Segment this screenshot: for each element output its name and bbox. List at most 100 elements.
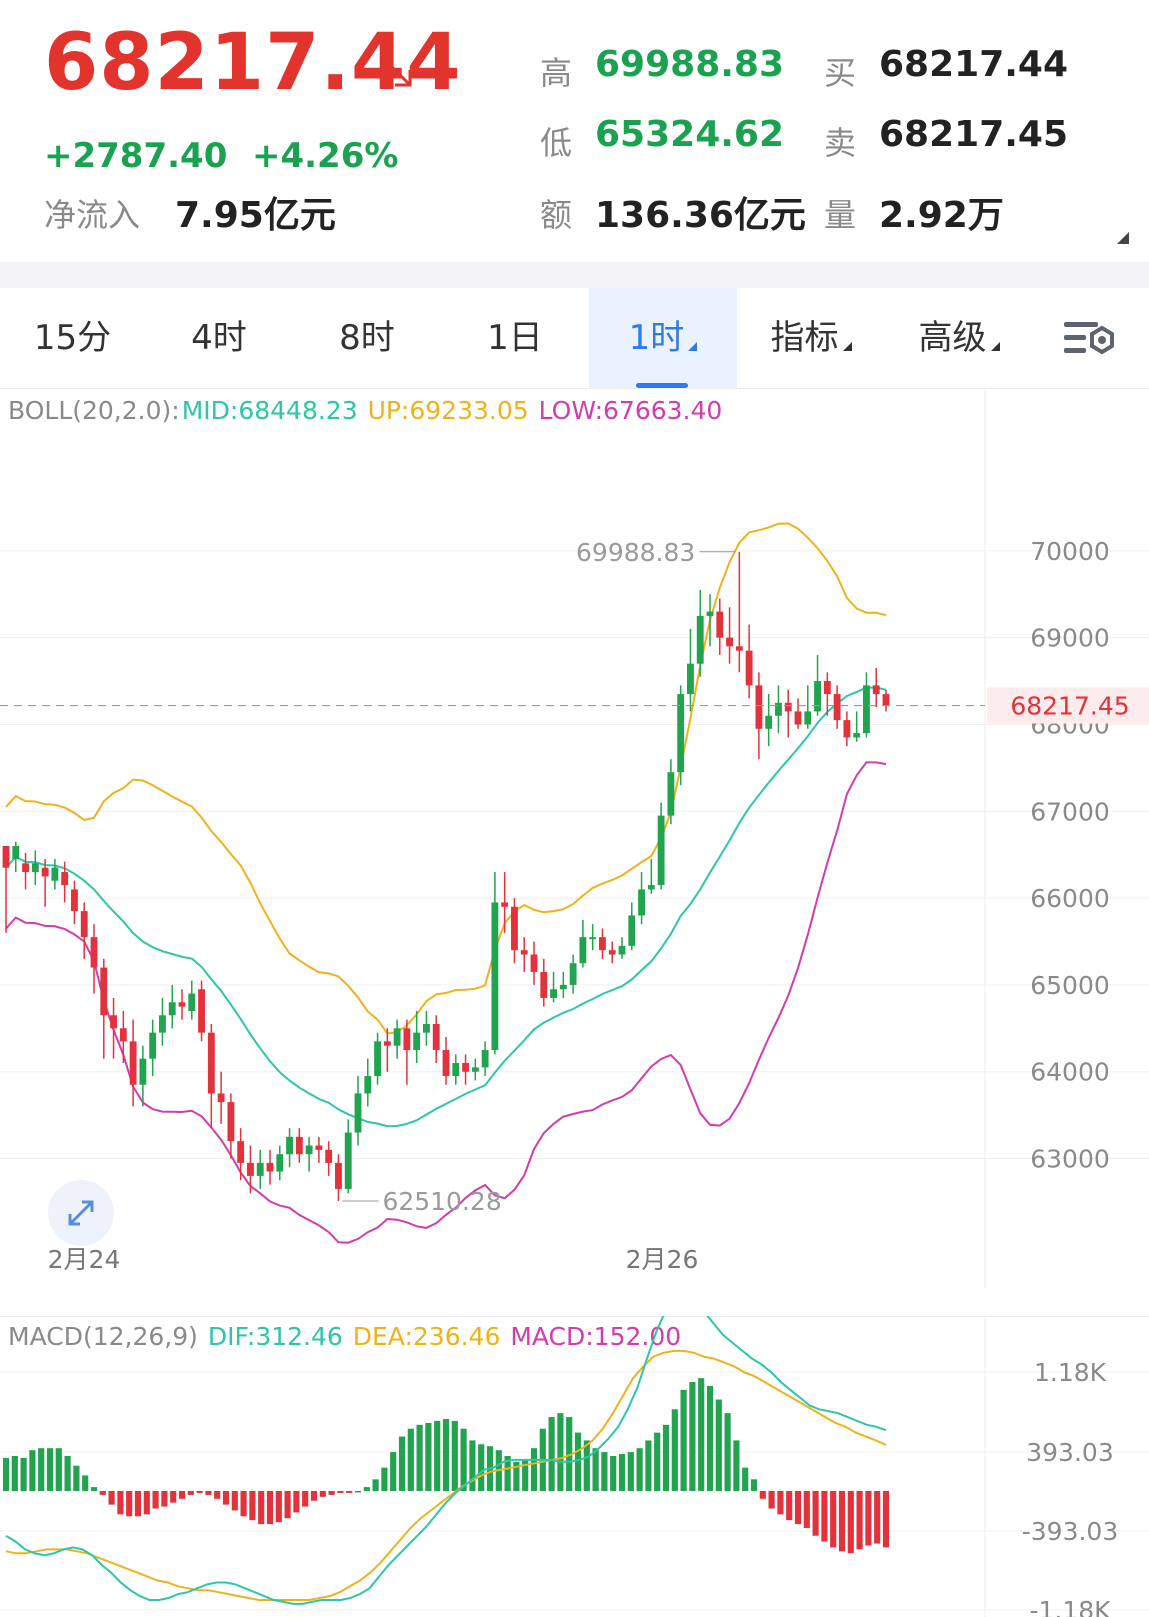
- candle-body: [775, 702, 782, 716]
- tab-8h[interactable]: 8时: [293, 288, 441, 388]
- macd-bar: [680, 1389, 687, 1491]
- chart-settings-icon[interactable]: [1062, 318, 1118, 362]
- y-tick-label: 393.03: [1026, 1438, 1113, 1467]
- macd-bar: [689, 1382, 696, 1491]
- tab-1d[interactable]: 1日: [441, 288, 589, 388]
- macd-bar: [583, 1440, 590, 1491]
- boll-upper-line: [5, 522, 887, 1035]
- candle-body: [178, 1002, 186, 1007]
- macd-bar: [874, 1491, 881, 1544]
- stat-value-low: 65324.62: [595, 114, 785, 155]
- candle-body: [100, 967, 108, 1016]
- macd-bar: [698, 1378, 705, 1491]
- candle-body: [31, 863, 39, 873]
- macd-bar: [530, 1448, 538, 1491]
- candle-body: [325, 1149, 333, 1163]
- arrow-down-icon: [387, 62, 412, 87]
- candle-body: [139, 1058, 147, 1085]
- candle-body: [393, 1028, 401, 1046]
- stat-label-turnover: 额: [540, 196, 573, 234]
- macd-bar: [73, 1465, 80, 1491]
- macd-bar: [11, 1455, 18, 1491]
- candle-body: [80, 911, 88, 938]
- period-tabs: 15分 4时 8时 1日 1时 指标 高级: [0, 288, 1149, 388]
- macd-bar: [20, 1457, 27, 1491]
- candle-body: [217, 1093, 225, 1103]
- candle-body: [423, 1023, 430, 1033]
- candle-body: [579, 937, 587, 964]
- candle-body: [354, 1093, 362, 1133]
- price-chart[interactable]: 7000069000680006700066000650006400063000…: [0, 388, 1149, 1288]
- candle-body: [383, 1041, 391, 1046]
- macd-bar: [381, 1467, 388, 1491]
- candle-body: [119, 1028, 127, 1042]
- chart-divider: [0, 1316, 1149, 1317]
- stat-value-high: 69988.83: [595, 44, 785, 85]
- macd-bar: [803, 1491, 810, 1528]
- macd-bar: [882, 1491, 890, 1548]
- candle-body: [599, 937, 606, 951]
- tab-indicators[interactable]: 指标: [737, 288, 885, 388]
- boll-mid-line: [5, 686, 887, 1128]
- macd-bar: [108, 1491, 115, 1505]
- current-price-tag: [987, 687, 1149, 724]
- x-tick-label: 2月26: [626, 1245, 699, 1274]
- candle-body: [22, 863, 29, 873]
- macd-bar: [557, 1413, 564, 1491]
- macd-bar: [266, 1491, 274, 1525]
- candle-body: [295, 1136, 303, 1155]
- macd-bar: [187, 1491, 194, 1495]
- y-tick-label: 70000: [1030, 537, 1110, 566]
- macd-bar: [768, 1491, 775, 1509]
- macd-dif: DIF:312.46: [207, 1322, 343, 1351]
- candle-body: [188, 993, 196, 1011]
- max-price-label: 69988.83: [576, 538, 695, 567]
- macd-bar: [451, 1420, 458, 1491]
- tab-label: 4时: [191, 318, 247, 358]
- macd-bar: [293, 1491, 300, 1513]
- fullscreen-button[interactable]: [48, 1180, 114, 1246]
- candle-body: [2, 846, 10, 868]
- boll-low: LOW:67663.40: [538, 396, 723, 425]
- macd-bar: [566, 1417, 573, 1491]
- candle-body: [667, 772, 675, 816]
- net-inflow-value: 7.95亿元: [175, 195, 336, 236]
- macd-bar: [82, 1475, 89, 1491]
- macd-dea: DEA:236.46: [352, 1322, 501, 1351]
- candle-body: [168, 1002, 176, 1016]
- macd-bar: [29, 1450, 36, 1491]
- quote-header: 68217.44 +2787.40 +4.26% 净流入 7.95亿元 高 69…: [0, 0, 1149, 262]
- active-tab-indicator: [636, 383, 688, 388]
- macd-bar: [354, 1491, 362, 1493]
- candle-body: [501, 902, 509, 907]
- candle-body: [735, 646, 743, 651]
- tab-15m[interactable]: 15分: [0, 288, 145, 388]
- y-tick-label: 65000: [1030, 971, 1110, 1000]
- candle-body: [266, 1162, 274, 1172]
- candle-body: [726, 637, 733, 647]
- macd-bar: [337, 1491, 344, 1493]
- macd-bar: [310, 1491, 318, 1501]
- macd-bar: [249, 1491, 256, 1521]
- stat-value-ask: 68217.45: [879, 114, 1069, 155]
- macd-bar: [786, 1491, 793, 1521]
- expand-icon: [68, 1200, 94, 1226]
- macd-bar: [152, 1491, 159, 1509]
- candle-body: [276, 1154, 284, 1172]
- candle-body: [129, 1041, 137, 1085]
- macd-chart[interactable]: 1.18K 393.03 -393.03 -1.18K: [0, 1316, 1149, 1617]
- y-tick-label: 69000: [1030, 624, 1110, 653]
- expand-corner-icon[interactable]: [1117, 232, 1129, 244]
- candle-body: [403, 1028, 411, 1051]
- macd-bar: [706, 1385, 714, 1491]
- tab-1h[interactable]: 1时: [589, 288, 737, 388]
- tab-advanced[interactable]: 高级: [885, 288, 1033, 388]
- caret-icon: [990, 342, 1000, 351]
- stat-value-turnover: 136.36亿元: [595, 195, 806, 236]
- candle-body: [247, 1162, 254, 1176]
- macd-bar: [618, 1454, 626, 1491]
- macd-bar: [662, 1424, 670, 1491]
- tab-4h[interactable]: 4时: [145, 288, 293, 388]
- caret-icon: [688, 342, 698, 351]
- macd-bar: [178, 1491, 186, 1499]
